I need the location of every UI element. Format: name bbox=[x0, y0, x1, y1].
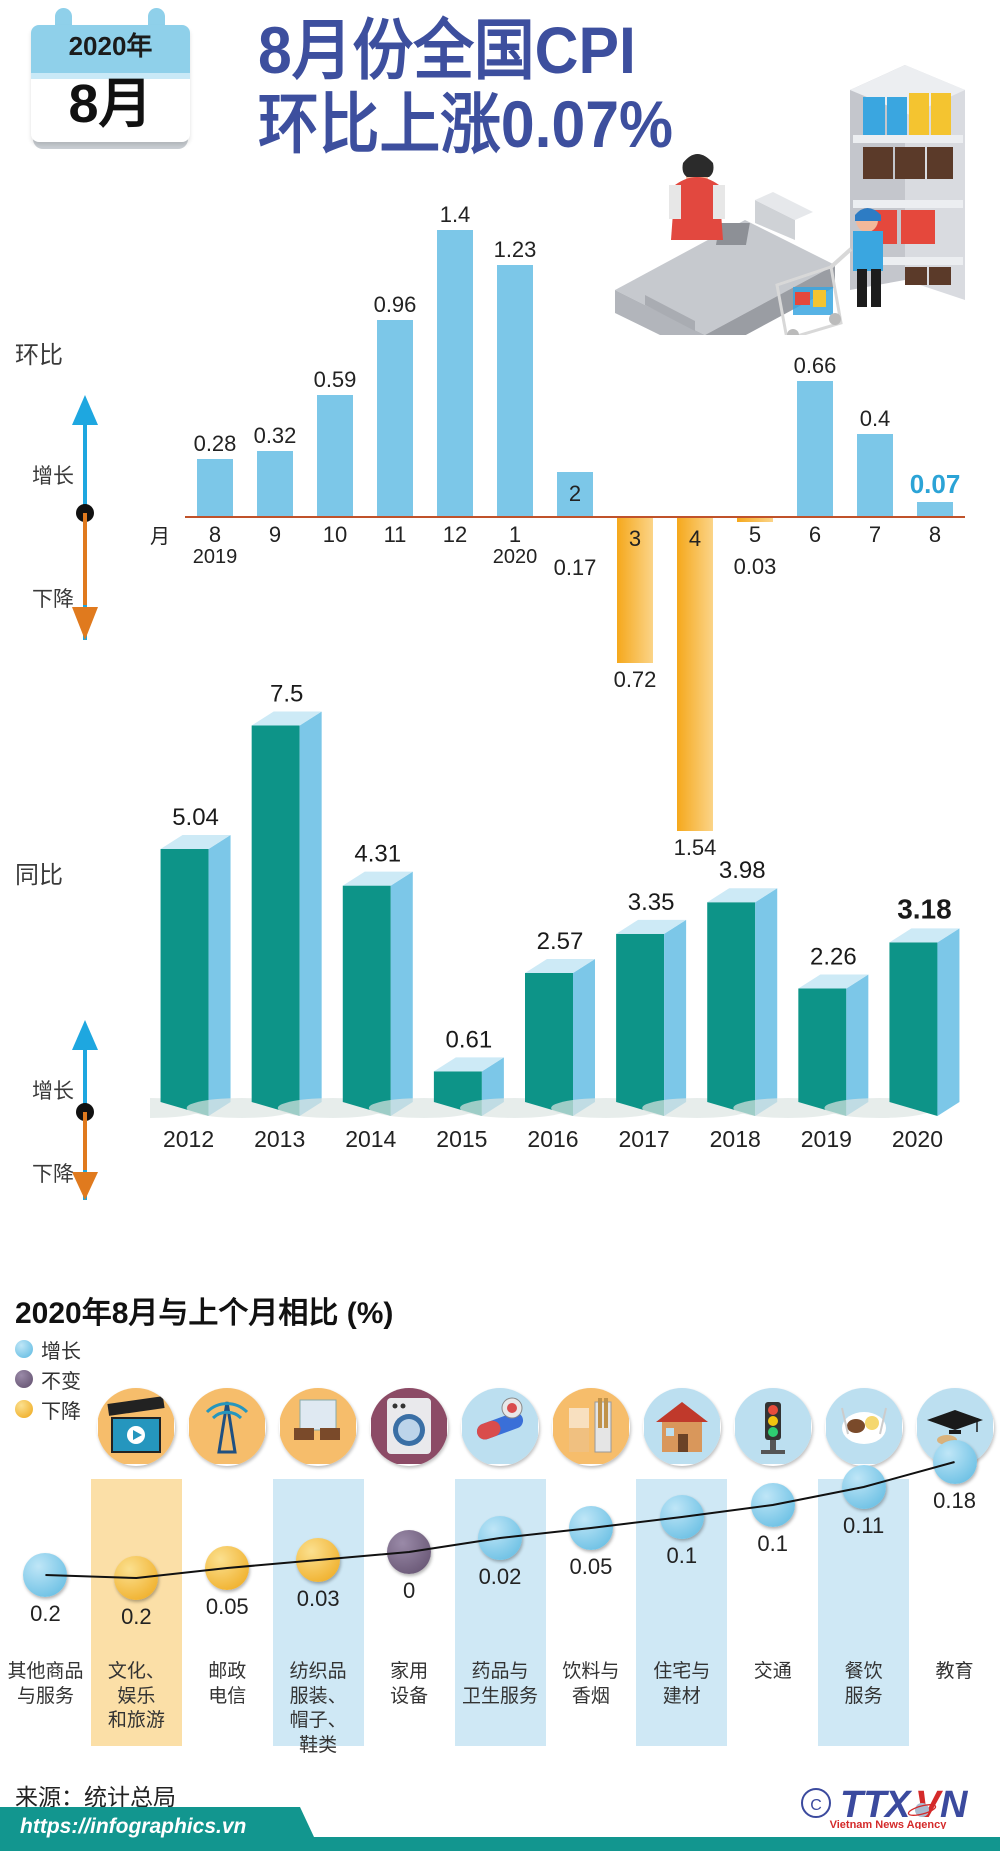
svg-text:3.35: 3.35 bbox=[628, 889, 675, 916]
svg-text:2016: 2016 bbox=[527, 1126, 578, 1152]
svg-text:7.5: 7.5 bbox=[270, 681, 303, 708]
svg-text:2012: 2012 bbox=[163, 1126, 214, 1152]
svg-text:5.04: 5.04 bbox=[172, 804, 219, 831]
svg-text:2014: 2014 bbox=[345, 1126, 396, 1152]
svg-text:0.61: 0.61 bbox=[446, 1026, 493, 1053]
svg-text:3.98: 3.98 bbox=[719, 857, 766, 884]
svg-text:4.31: 4.31 bbox=[354, 841, 401, 868]
svg-text:2013: 2013 bbox=[254, 1126, 305, 1152]
svg-text:Vietnam News Agency: Vietnam News Agency bbox=[830, 1819, 948, 1829]
svg-text:2017: 2017 bbox=[619, 1126, 670, 1152]
svg-text:2.26: 2.26 bbox=[810, 944, 857, 971]
svg-text:2020: 2020 bbox=[892, 1126, 943, 1152]
svg-text:C: C bbox=[810, 1797, 822, 1814]
svg-text:2018: 2018 bbox=[710, 1126, 761, 1152]
svg-text:2.57: 2.57 bbox=[537, 928, 584, 955]
svg-text:2015: 2015 bbox=[436, 1126, 487, 1152]
svg-text:3.18: 3.18 bbox=[897, 893, 952, 924]
svg-text:2019: 2019 bbox=[801, 1126, 852, 1152]
